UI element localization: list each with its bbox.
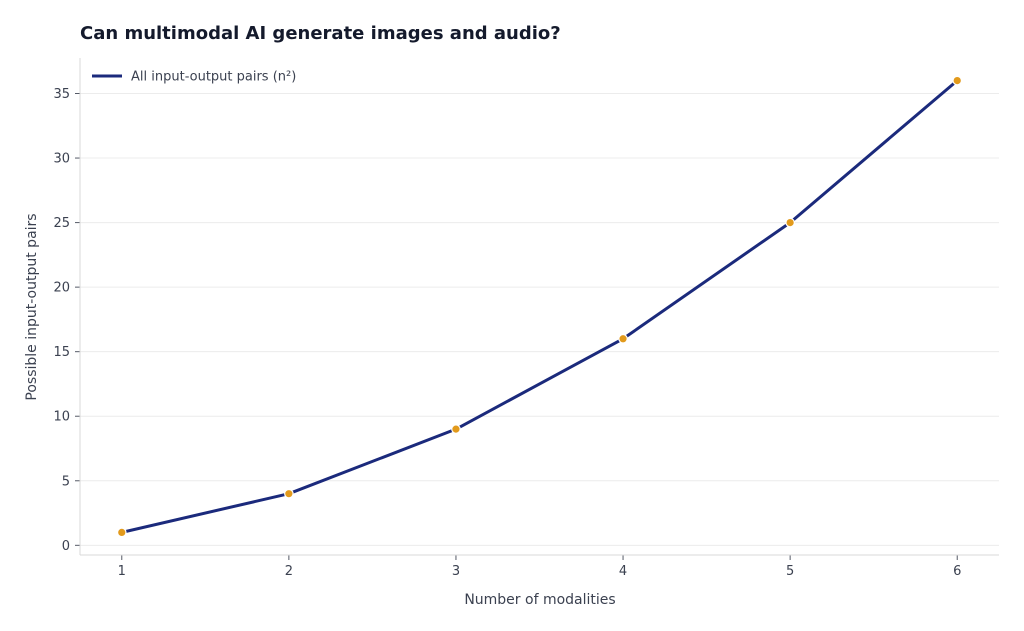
y-tick-label: 15 <box>53 345 70 360</box>
x-tick-label: 6 <box>953 564 961 579</box>
data-point <box>451 424 461 434</box>
data-point <box>284 488 294 499</box>
y-tick-label: 20 <box>53 281 70 296</box>
y-tick-label: 0 <box>62 539 70 554</box>
y-tick-label: 30 <box>53 152 70 167</box>
x-tick-label: 4 <box>619 564 627 579</box>
x-axis-label: Number of modalities <box>464 592 615 608</box>
y-axis-label: Possible input-output pairs <box>24 213 40 400</box>
y-tick-label: 10 <box>53 410 70 425</box>
data-point <box>116 527 127 538</box>
series-line <box>120 79 959 534</box>
x-tick-label: 5 <box>786 564 794 579</box>
data-point <box>785 217 795 228</box>
y-tick-label: 5 <box>62 474 70 489</box>
x-tick-label: 3 <box>452 564 460 579</box>
x-tick-label: 2 <box>285 564 293 579</box>
legend-label: All input-output pairs (n²) <box>131 70 296 85</box>
data-point <box>952 75 963 86</box>
legend: All input-output pairs (n²) <box>92 70 296 85</box>
data-point <box>618 333 628 344</box>
series-layer <box>116 75 963 538</box>
axes: 0 5 10 15 20 25 30 35 1 2 3 4 5 6 <box>53 58 999 579</box>
chart-title: Can multimodal AI generate images and au… <box>80 23 561 44</box>
gridlines <box>80 93 999 546</box>
x-tick-label: 1 <box>118 564 126 579</box>
y-tick-label: 35 <box>53 87 70 102</box>
y-tick-label: 25 <box>53 216 70 231</box>
